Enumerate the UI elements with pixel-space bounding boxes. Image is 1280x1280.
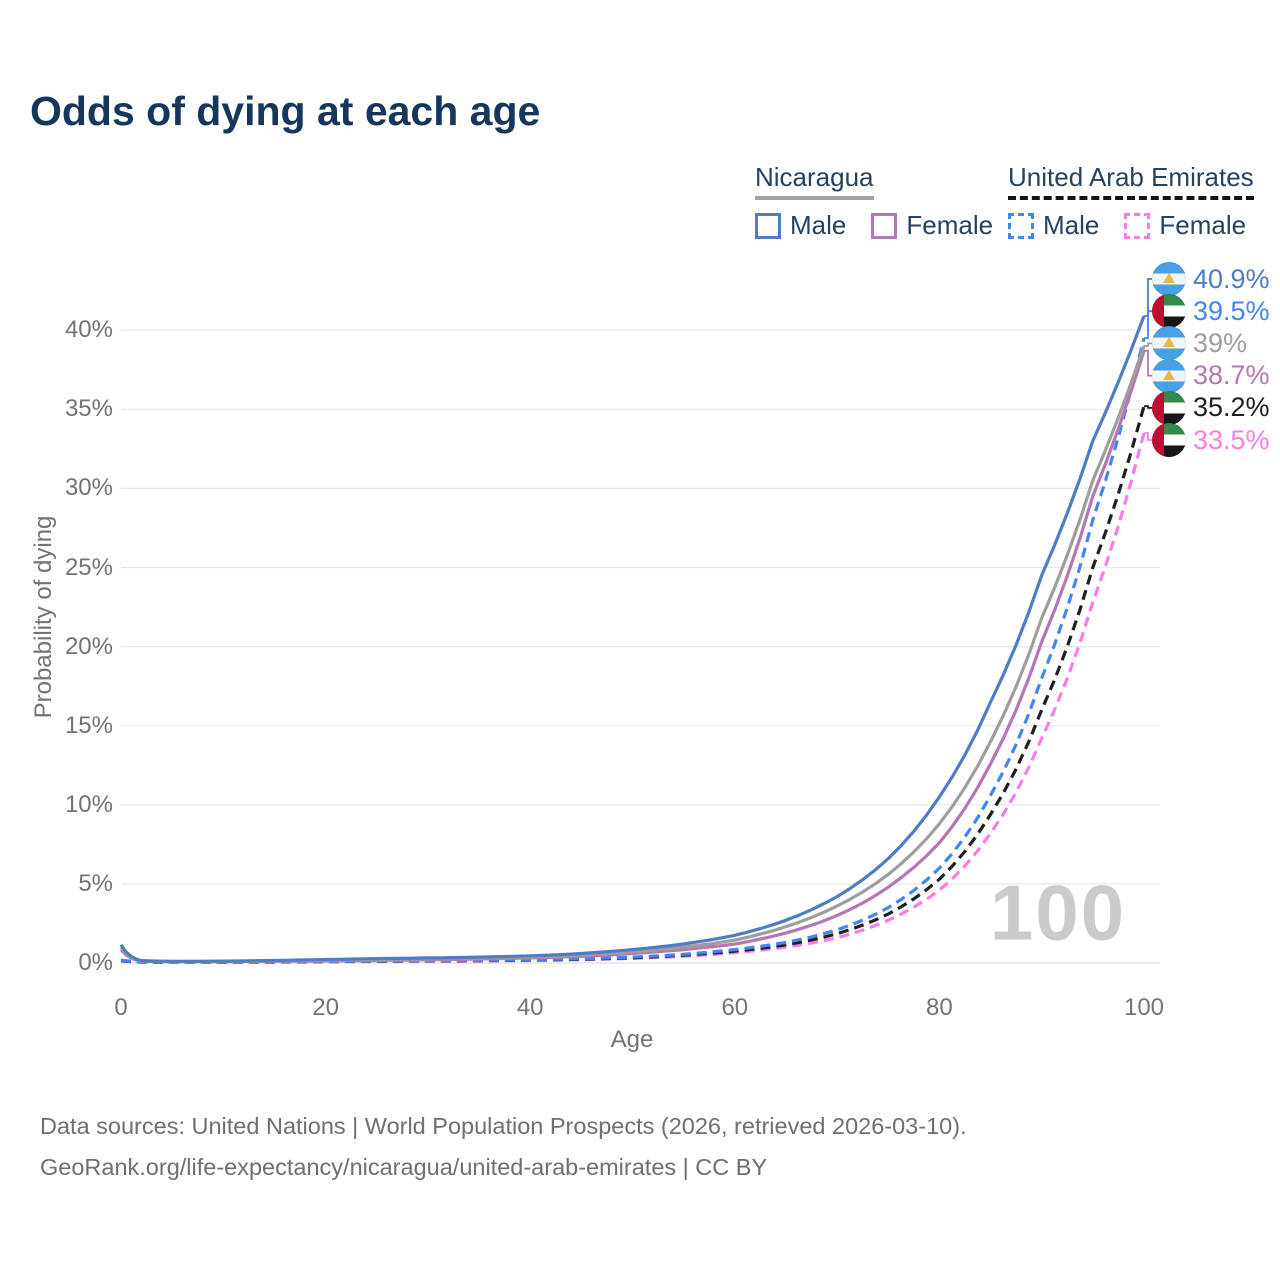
- end-label-value: 35.2%: [1193, 392, 1270, 423]
- dashed-line-swatch-icon: [1008, 212, 1034, 239]
- end-label-value: 38.7%: [1193, 360, 1270, 391]
- end-label-connector: [1144, 278, 1153, 317]
- y-tick-label: 15%: [64, 711, 113, 739]
- legend-item-uae-female[interactable]: Female: [1124, 210, 1246, 241]
- x-tick-label: 20: [312, 994, 339, 1021]
- y-tick-label: 30%: [64, 474, 113, 502]
- x-tick-label: 0: [114, 994, 128, 1021]
- legend-country-nicaragua: Nicaragua: [755, 162, 874, 200]
- legend-item-nicaragua-male[interactable]: Male: [755, 210, 846, 241]
- legend-row-nicaragua: Male Female: [755, 210, 993, 241]
- watermark-age-100: 100: [989, 868, 1127, 957]
- series-line-united-arab-emirates-male: [120, 337, 1146, 964]
- nicaragua-flag-icon: [1152, 326, 1186, 361]
- legend-group-nicaragua: Nicaragua Male Female: [755, 162, 993, 241]
- legend-country-uae: United Arab Emirates: [1008, 162, 1254, 200]
- dashed-line-swatch-icon: [1124, 212, 1151, 239]
- page-title: Odds of dying at each age: [30, 88, 541, 134]
- nicaragua-emblem-icon: [1163, 337, 1175, 348]
- end-label-connector: [1144, 349, 1153, 377]
- legend-row-uae: Male Female: [1008, 210, 1254, 241]
- legend-item-label: Male: [790, 210, 847, 240]
- uae-flag-icon: [1152, 390, 1186, 425]
- legend-item-label: Male: [1043, 210, 1100, 240]
- y-axis-title: Probability of dying: [30, 515, 57, 719]
- solid-line-swatch-icon: [755, 212, 781, 239]
- legend-item-nicaragua-female[interactable]: Female: [871, 210, 993, 241]
- footer-data-sources: Data sources: United Nations | World Pop…: [40, 1113, 967, 1139]
- uae-flag-icon: [1152, 423, 1186, 457]
- y-tick-label: 25%: [64, 553, 113, 581]
- x-axis-title: Age: [610, 1026, 654, 1053]
- legend-item-label: Female: [906, 210, 994, 240]
- legend-item-label: Female: [1159, 210, 1247, 240]
- solid-line-swatch-icon: [871, 212, 898, 239]
- x-tick-label: 60: [721, 994, 749, 1021]
- y-tick-label: 10%: [64, 790, 113, 818]
- end-label-row: 39.5%: [1152, 294, 1270, 329]
- end-label-row: 39%: [1152, 326, 1248, 361]
- series-line-nicaragua-male: [119, 315, 1146, 963]
- nicaragua-flag-icon: [1152, 358, 1186, 393]
- x-tick-label: 40: [516, 994, 544, 1021]
- end-label-value: 40.9%: [1193, 263, 1270, 294]
- legend-item-uae-male[interactable]: Male: [1008, 210, 1099, 241]
- end-label-row: 40.9%: [1152, 262, 1270, 296]
- end-label-connector: [1144, 405, 1153, 409]
- nicaragua-emblem-icon: [1163, 369, 1175, 380]
- x-tick-label: 80: [926, 994, 953, 1021]
- end-label-row: 33.5%: [1152, 423, 1270, 457]
- uae-flag-icon: [1152, 294, 1186, 329]
- end-label-connector: [1144, 432, 1153, 441]
- footer-attribution: GeoRank.org/life-expectancy/nicaragua/un…: [40, 1154, 768, 1180]
- end-label-connector: [1144, 342, 1153, 347]
- end-label-value: 39%: [1193, 327, 1248, 358]
- x-tick-label: 100: [1123, 994, 1165, 1021]
- y-tick-label: 0%: [78, 949, 113, 976]
- footer: Data sources: United Nations | World Pop…: [40, 1106, 967, 1188]
- end-label-connector: [1144, 310, 1153, 339]
- end-label-value: 33.5%: [1193, 424, 1270, 455]
- y-tick-label: 35%: [64, 395, 113, 423]
- end-label-row: 38.7%: [1152, 358, 1270, 393]
- nicaragua-emblem-icon: [1163, 273, 1175, 283]
- y-tick-label: 20%: [64, 632, 113, 660]
- y-tick-label: 5%: [78, 869, 113, 897]
- nicaragua-flag-icon: [1152, 262, 1186, 296]
- end-label-value: 39.5%: [1193, 295, 1270, 326]
- y-tick-label: 40%: [64, 316, 113, 344]
- end-label-row: 35.2%: [1152, 390, 1270, 425]
- legend-group-uae: United Arab Emirates Male Female: [1008, 162, 1254, 241]
